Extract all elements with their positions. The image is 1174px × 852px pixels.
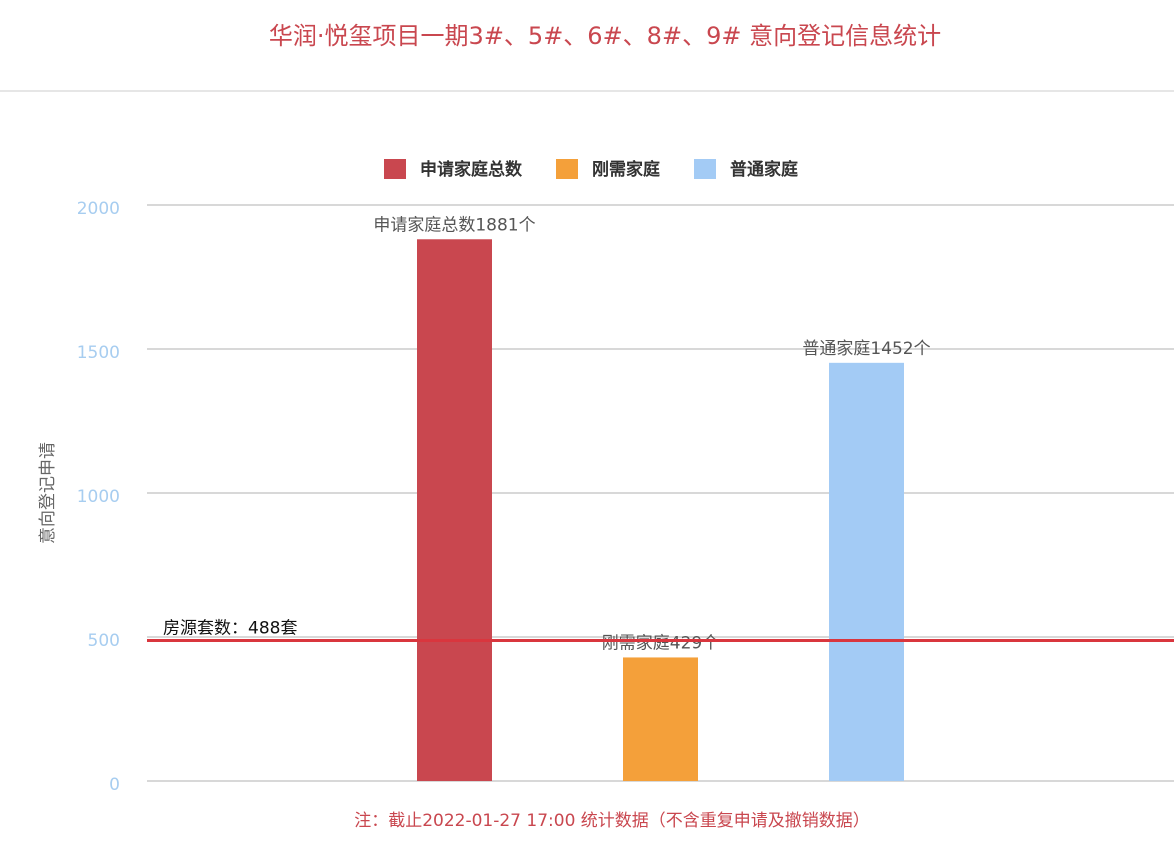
legend-swatch — [384, 159, 406, 179]
y-tick-label: 1500 — [77, 343, 120, 363]
data-label: 普通家庭1452个 — [802, 339, 930, 359]
legend-swatch — [694, 159, 716, 179]
legend-swatch — [556, 159, 578, 179]
note: 注：截止2022-01-27 17:00 统计数据（不含重复申请及撤销数据） — [354, 811, 870, 831]
legend-label: 申请家庭总数 — [420, 159, 523, 180]
reference-label: 房源套数：488套 — [163, 618, 297, 638]
data-label: 刚需家庭429个 — [602, 633, 719, 653]
y-tick-label: 0 — [109, 775, 120, 795]
legend-label: 普通家庭 — [730, 159, 798, 180]
chart-title: 华润·悦玺项目一期3#、5#、6#、8#、9# 意向登记信息统计 — [269, 22, 941, 50]
data-label: 申请家庭总数1881个 — [373, 215, 535, 235]
y-tick-label: 500 — [88, 631, 120, 651]
y-tick-label: 2000 — [77, 199, 120, 219]
y-axis-label: 意向登记申请 — [38, 442, 58, 544]
bar — [417, 239, 492, 782]
legend-label: 刚需家庭 — [592, 159, 660, 180]
y-tick-label: 1000 — [77, 487, 120, 507]
bar — [623, 657, 698, 781]
bar — [829, 362, 904, 781]
